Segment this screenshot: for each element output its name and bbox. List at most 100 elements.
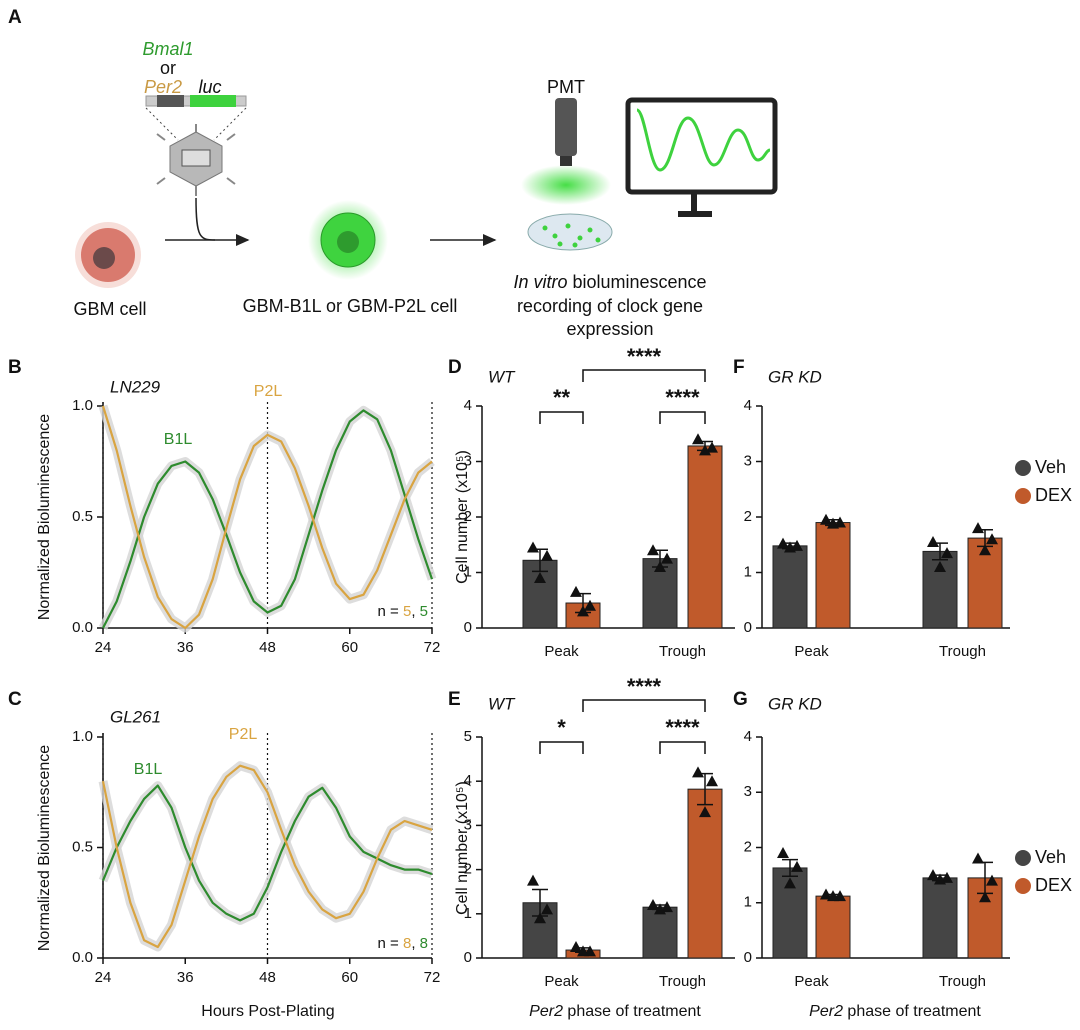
y-tick-label: 3 [744,452,752,469]
x-tick-label: Peak [794,973,829,990]
monitor-stand [678,192,712,217]
y-tick-label: 0 [744,619,752,636]
data-point [972,522,984,534]
y-tick-label: 1.0 [72,728,93,745]
y-tick-label: 4 [464,772,472,789]
series-line [101,764,433,949]
cells [542,223,601,248]
nucleus [337,231,359,253]
data-point [941,871,953,883]
virus-dna [181,149,211,167]
x-axis-title-italic: Per2 [809,1003,843,1020]
x-tick-label: 36 [177,969,194,986]
data-point [979,544,991,556]
x-axis-title-text: phase of treatment [563,1003,701,1020]
series-label: B1L [134,761,163,778]
significance-bracket [539,741,584,754]
x-tick-label: Peak [544,973,579,990]
significance-label: ** [553,385,571,410]
n-part: , [411,603,419,620]
data-point [661,552,673,564]
x-axis-title: Per2 phase of treatment [809,1003,981,1020]
series-label: P2L [229,726,258,743]
y-tick-label: 2 [464,861,472,878]
caption: expression [566,319,653,339]
x-tick-label: 72 [424,969,441,986]
y-axis-title: Cell number (x10⁵) [454,781,471,915]
bar [687,445,723,629]
bar [815,895,851,959]
x-tick-label: Trough [939,973,986,990]
y-tick-label: 0.0 [72,619,93,636]
x-tick-label: 36 [177,639,194,656]
data-point [791,860,803,872]
y-axis-title: Cell number (x10⁵) [454,450,471,584]
chart-title: GL261 [110,707,161,726]
bar [772,545,808,629]
y-tick-label: 1 [464,563,472,580]
pmt-label: PMT [547,77,585,97]
data-point [820,513,832,525]
legend-label: DEX [1035,485,1072,505]
panel-letter: F [733,357,745,378]
chart-title: GR KD [768,367,822,386]
data-point [699,806,711,818]
data-point [784,877,796,889]
gene-label: Bmal1 [142,39,193,59]
n-part: , [411,935,419,952]
legend-marker [1015,460,1031,476]
series-line [101,405,433,630]
chart-title: WT [488,694,516,713]
x-tick-label: 60 [341,639,358,656]
data-point [541,903,553,915]
legend-label: Veh [1035,847,1066,867]
significance-label: * [557,715,566,740]
x-axis-title-text: Hours Post-Plating [201,1003,334,1020]
gene-label: Per2 [144,77,182,97]
y-tick-label: 3 [744,783,752,800]
light [521,165,611,205]
x-tick-label: Trough [659,973,706,990]
nucleus [93,247,115,269]
y-tick-label: 2 [744,508,752,525]
data-point [834,516,846,528]
y-tick-label: 3 [464,816,472,833]
caption: recording of clock gene [517,296,703,316]
data-point [979,891,991,903]
reporter-label: luc [198,77,221,97]
data-point [986,533,998,545]
y-tick-label: 0 [464,949,472,966]
panel-letter: A [8,7,22,28]
x-axis-title: Hours Post-Plating [201,1003,334,1020]
y-tick-label: 0.0 [72,949,93,966]
data-point [941,547,953,559]
data-point [647,898,659,910]
bar [922,877,958,959]
bar [687,788,723,959]
y-tick-label: 1 [744,563,752,580]
significance-label: **** [627,674,662,699]
x-axis-title: Per2 phase of treatment [529,1003,701,1020]
significance-label: **** [665,715,700,740]
y-tick-label: 4 [744,728,752,745]
panel-letter: G [733,689,748,710]
y-tick-label: 0.5 [72,508,93,525]
x-tick-label: 60 [341,969,358,986]
series-line [102,409,434,629]
bar [815,522,851,629]
x-tick-label: Peak [544,643,579,660]
y-tick-label: 2 [464,508,472,525]
n-part: 5 [420,603,428,620]
data-point [972,852,984,864]
x-tick-label: Trough [659,643,706,660]
data-point [706,441,718,453]
data-point [534,572,546,584]
data-point [577,605,589,617]
caption-text: bioluminescence [567,272,706,292]
data-point [791,539,803,551]
n-label: n = 5, 5 [378,603,428,620]
petri-dish [527,213,613,251]
significance-label: **** [665,385,700,410]
data-point [541,549,553,561]
